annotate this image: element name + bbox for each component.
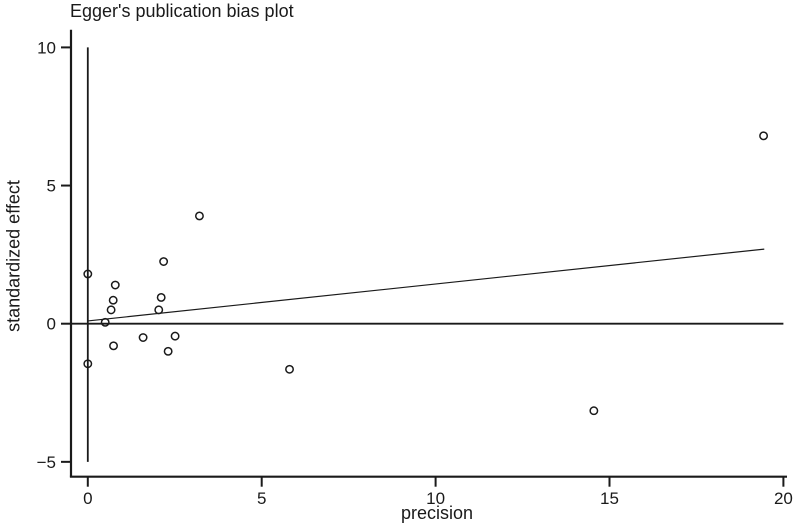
scatter-point (110, 280, 120, 290)
x-axis-label: precision (400, 503, 474, 523)
scatter-point (759, 131, 769, 141)
scatter-point (108, 295, 118, 305)
scatter-point (106, 305, 116, 315)
scatter-point (109, 341, 118, 351)
scatter-point (285, 364, 294, 374)
x-tick-label: 10 (426, 489, 445, 508)
y-tick-label: 10 (37, 38, 56, 57)
scatter-point (138, 333, 148, 342)
y-tick-label: 0 (47, 315, 56, 334)
scatter-point (83, 359, 93, 369)
x-tick-label: 15 (600, 489, 619, 508)
scatter-point (163, 346, 173, 356)
scatter-point (589, 406, 599, 416)
scatter-point (156, 293, 166, 302)
x-tick-label: 20 (774, 489, 793, 508)
chart-title: Egger's publication bias plot (70, 1, 294, 21)
x-tick-label: 0 (83, 489, 92, 508)
scatter-point (100, 317, 110, 327)
scatter-point (194, 211, 204, 221)
scatter-point (159, 257, 169, 266)
scatter-point (154, 305, 164, 315)
egger-regression-line (87, 248, 765, 322)
x-tick-label: 5 (257, 489, 266, 508)
scatter-point (170, 331, 180, 341)
scatter-point (83, 269, 93, 279)
y-tick-label: 5 (47, 177, 56, 196)
y-tick-label: −5 (37, 453, 56, 472)
